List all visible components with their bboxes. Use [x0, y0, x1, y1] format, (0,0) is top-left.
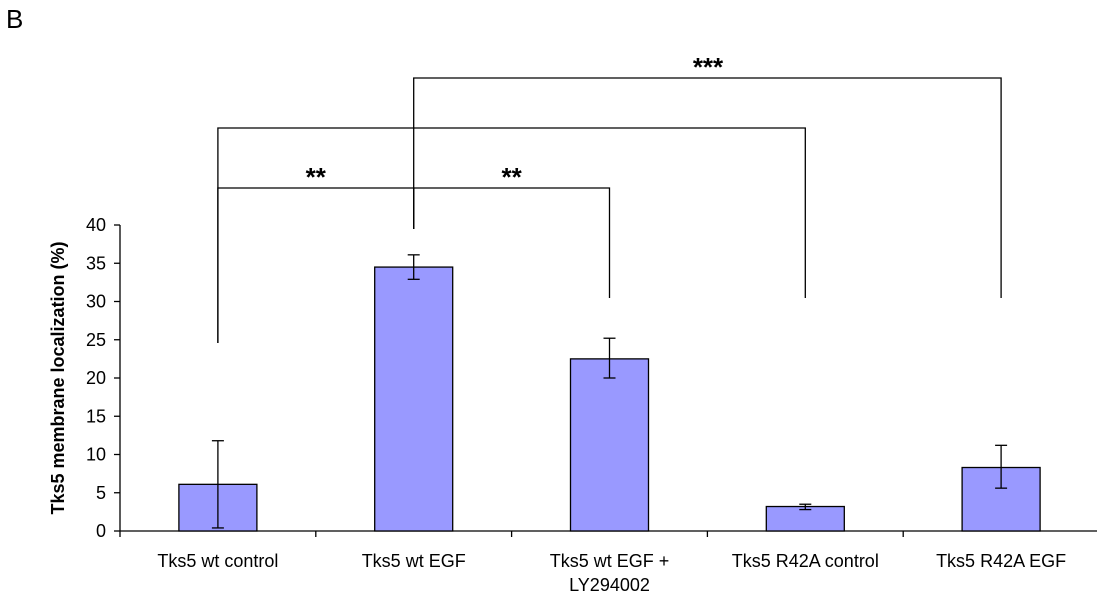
y-tick-label: 25: [86, 330, 106, 350]
x-category-label: Tks5 wt EGF + LY294002: [550, 551, 670, 595]
y-tick-label: 0: [96, 521, 106, 541]
y-tick-label: 20: [86, 368, 106, 388]
panel-label: B: [6, 4, 24, 34]
y-tick-label: 10: [86, 445, 106, 465]
bar: [569, 358, 650, 532]
significance-label: **: [501, 162, 522, 192]
significance-label: **: [306, 162, 327, 192]
error-bars: [211, 254, 1008, 529]
significance-label: ***: [693, 52, 724, 82]
significance-bracket: [413, 77, 1002, 298]
x-category-label: Tks5 R42A EGF: [936, 551, 1066, 571]
bar: [765, 505, 845, 532]
y-tick-label: 30: [86, 292, 106, 312]
y-tick-label: 5: [96, 483, 106, 503]
bars: [178, 266, 1041, 532]
y-tick-label: 15: [86, 406, 106, 426]
significance-bracket: [217, 127, 806, 343]
y-tick-label: 40: [86, 215, 106, 235]
x-category-label: Tks5 wt EGF: [362, 551, 466, 571]
y-axis-label: Tks5 membrane localization (%): [48, 241, 68, 514]
bar: [374, 266, 454, 532]
y-tick-label: 35: [86, 253, 106, 273]
significance-brackets: ** *****: [217, 52, 1002, 343]
axes: 0 5 10 15 20 25 30 35 40 Tks5 wt control Tks5 wt E…: [86, 215, 1097, 595]
x-category-label: Tks5 wt control: [157, 551, 278, 571]
x-category-label: Tks5 R42A control: [732, 551, 879, 571]
